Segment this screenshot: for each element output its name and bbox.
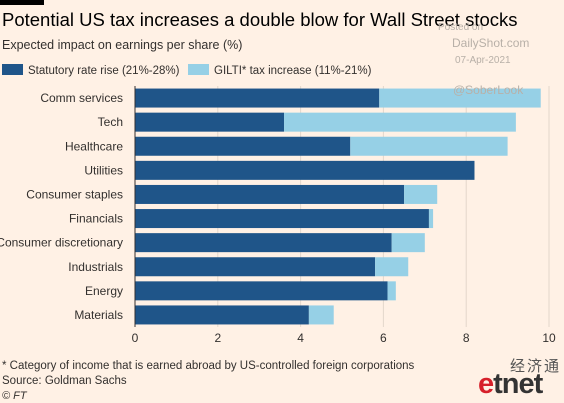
bar-gilti-5 <box>428 209 434 229</box>
y-category-label-3: Utilities <box>84 163 123 177</box>
y-category-label-0: Comm services <box>40 91 123 105</box>
y-category-label-8: Energy <box>85 284 123 298</box>
x-tick-label-0: 0 <box>132 331 139 345</box>
legend-item-gilti: GILTI* tax increase (11%-21%) <box>188 64 371 77</box>
watermark-date: 07-Apr-2021 <box>455 55 511 66</box>
brand-bar <box>0 0 44 5</box>
y-category-label-1: Tech <box>98 115 123 129</box>
bar-statutory-8 <box>135 281 388 301</box>
y-category-label-2: Healthcare <box>65 139 123 153</box>
chart-subtitle: Expected impact on earnings per share (%… <box>2 38 243 52</box>
legend-item-statutory: Statutory rate rise (21%-28%) <box>2 64 179 77</box>
bar-statutory-6 <box>135 233 392 253</box>
etnet-logo: etnet <box>478 368 543 401</box>
x-tick-label-1: 2 <box>214 331 221 345</box>
source-note: Source: Goldman Sachs <box>2 375 127 387</box>
watermark-handle: @SoberLook <box>453 83 524 97</box>
bar-statutory-4 <box>135 184 405 204</box>
copyright: © FT <box>2 390 27 402</box>
bar-statutory-9 <box>135 305 309 325</box>
x-tick-label-3: 6 <box>380 331 387 345</box>
bar-gilti-7 <box>375 257 409 277</box>
bar-gilti-4 <box>404 184 438 204</box>
x-tick-label-4: 8 <box>463 331 470 345</box>
y-category-label-5: Financials <box>69 212 123 226</box>
footnote: * Category of income that is earned abro… <box>2 360 415 372</box>
bar-gilti-0 <box>379 88 541 108</box>
bar-gilti-9 <box>308 305 334 325</box>
bar-statutory-7 <box>135 257 376 277</box>
x-tick-label-5: 10 <box>542 331 556 345</box>
bar-statutory-2 <box>135 136 351 156</box>
legend-label-gilti: GILTI* tax increase (11%-21%) <box>214 65 372 77</box>
x-tick-label-2: 4 <box>297 331 304 345</box>
watermark-site: DailyShot.com <box>452 36 530 50</box>
legend-swatch-statutory <box>2 64 23 75</box>
bar-statutory-1 <box>135 112 285 132</box>
bar-statutory-0 <box>135 88 380 108</box>
legend-label-statutory: Statutory rate rise (21%-28%) <box>28 65 180 77</box>
chart-title: Potential US tax increases a double blow… <box>2 9 518 30</box>
y-category-label-4: Consumer staples <box>26 187 123 201</box>
bar-gilti-6 <box>391 233 425 253</box>
bar-gilti-1 <box>284 112 516 132</box>
y-category-label-6: Consumer discretionary <box>0 236 123 250</box>
bar-gilti-8 <box>387 281 396 301</box>
bar-statutory-3 <box>135 160 475 180</box>
etnet-chinese-logo: 经济通 <box>510 358 562 375</box>
watermark-posted-on: Posted on <box>438 22 484 33</box>
etnet-logo-rest: tnet <box>493 368 543 400</box>
legend-swatch-gilti <box>188 64 209 75</box>
bar-statutory-5 <box>135 209 429 229</box>
bar-gilti-2 <box>350 136 508 156</box>
y-category-label-9: Materials <box>74 308 123 322</box>
y-category-label-7: Industrials <box>68 260 123 274</box>
etnet-logo-e: e <box>478 368 494 400</box>
